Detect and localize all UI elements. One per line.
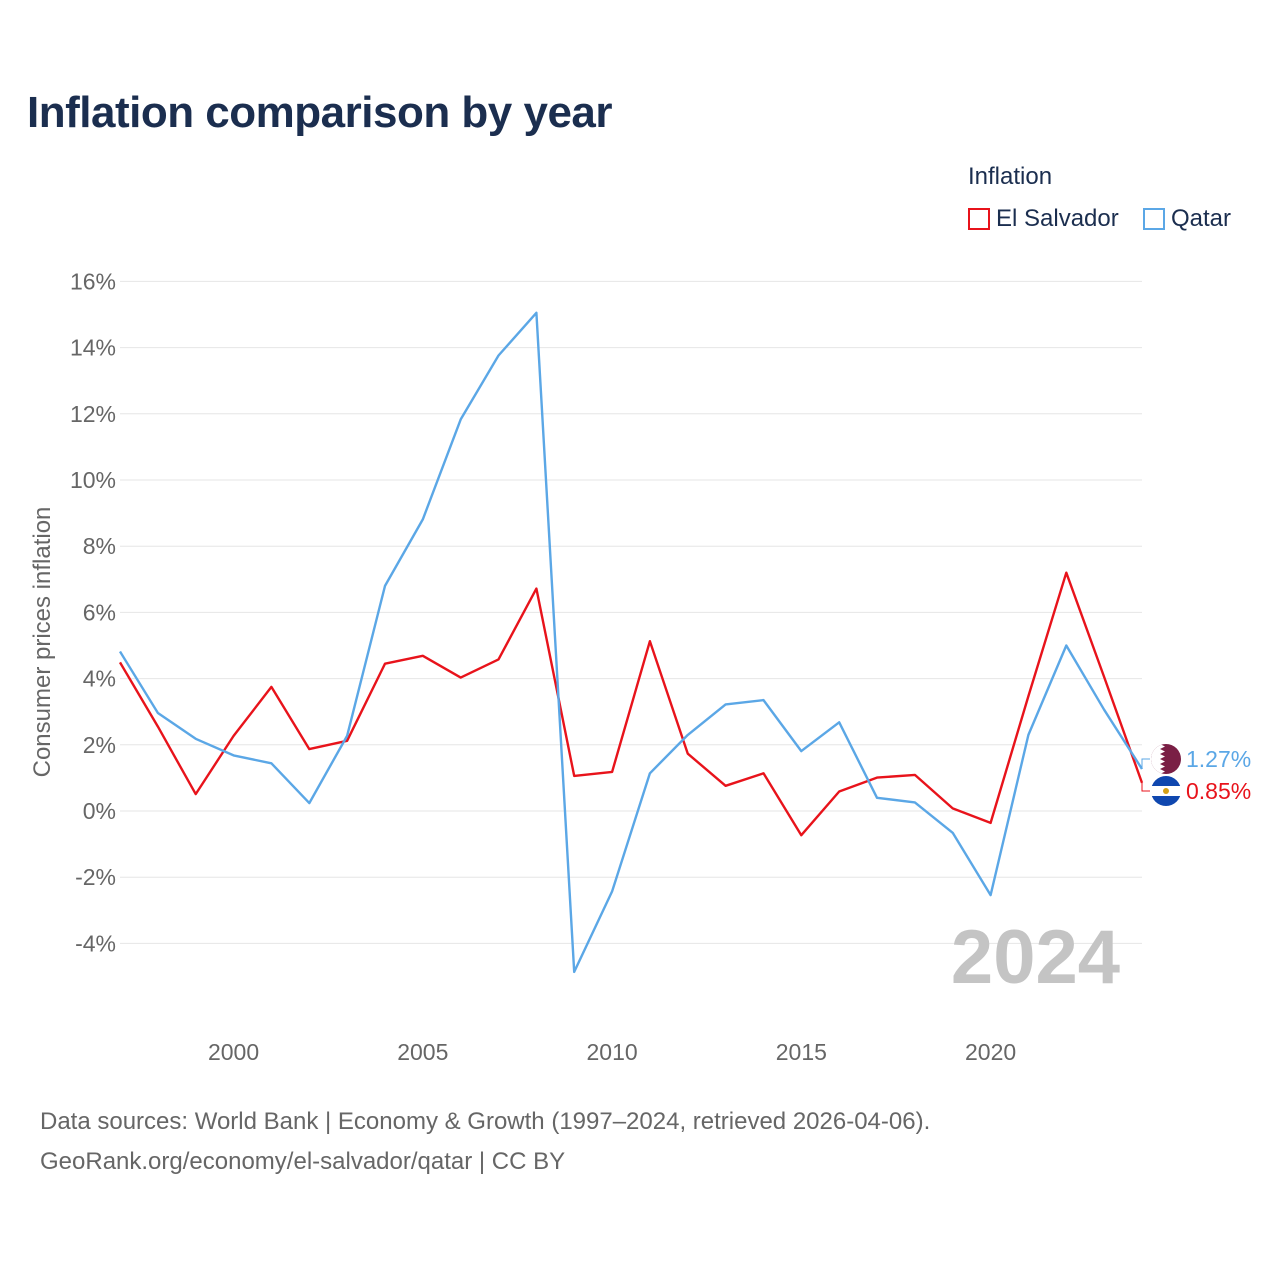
y-tick-label: -4%: [75, 930, 116, 956]
x-tick-label: 2015: [776, 1039, 827, 1065]
legend-swatch-el-salvador: [968, 208, 990, 230]
x-tick-label: 2005: [397, 1039, 448, 1065]
legend-title: Inflation: [968, 163, 1053, 190]
y-tick-label: 12%: [70, 401, 116, 427]
legend-label-el-salvador: El Salvador: [996, 205, 1119, 232]
y-tick-label: 14%: [70, 335, 116, 361]
gridlines: [120, 280, 1142, 944]
x-tick-label: 2010: [586, 1039, 637, 1065]
end-label-el-salvador: 0.85%: [1186, 778, 1251, 804]
legend-item-el-salvador[interactable]: El Salvador: [968, 205, 1119, 233]
end-label-qatar: 1.27%: [1186, 746, 1251, 772]
y-tick-label: 4%: [83, 666, 116, 692]
qatar-flag-icon: [1151, 744, 1181, 774]
y-tick-label: 0%: [83, 798, 116, 824]
x-tick-label: 2000: [208, 1039, 259, 1065]
year-watermark: 2024: [951, 915, 1120, 1000]
y-tick-label: -2%: [75, 864, 116, 890]
legend-label-qatar: Qatar: [1171, 205, 1232, 232]
legend-item-qatar[interactable]: Qatar: [1143, 205, 1231, 233]
y-axis-label: Consumer prices inflation: [29, 507, 56, 778]
legend-swatch-qatar: [1143, 208, 1165, 230]
chart-title: Inflation comparison by year: [27, 88, 613, 137]
series-line-qatar: [118, 311, 1144, 974]
y-axis-ticks: -4% -2% 0% 2% 4% 6% 8% 10% 12% 14% 16%: [70, 268, 116, 956]
x-tick-label: 2020: [965, 1039, 1016, 1065]
y-tick-label: 16%: [70, 268, 116, 294]
end-label-connector: [1141, 758, 1150, 769]
y-tick-label: 10%: [70, 467, 116, 493]
end-labels: 0.85% 1.27%: [1141, 744, 1251, 806]
y-tick-label: 2%: [83, 732, 116, 758]
x-axis-ticks: 2000 2005 2010 2015 2020: [208, 1039, 1016, 1065]
series-lines: [118, 311, 1144, 974]
footer-sources: Data sources: World Bank | Economy & Gro…: [40, 1108, 931, 1135]
y-tick-label: 6%: [83, 599, 116, 625]
footer-url: GeoRank.org/economy/el-salvador/qatar | …: [40, 1148, 566, 1175]
series-line-el-salvador: [118, 571, 1144, 837]
y-tick-label: 8%: [83, 533, 116, 559]
el-salvador-flag-icon: [1151, 776, 1181, 806]
end-label-connector: [1141, 782, 1150, 792]
